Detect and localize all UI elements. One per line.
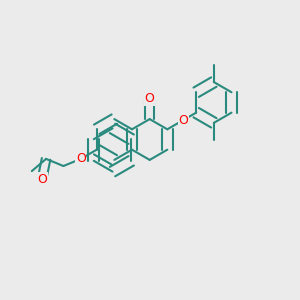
Text: O: O bbox=[37, 173, 47, 186]
Text: O: O bbox=[178, 114, 188, 127]
Text: O: O bbox=[76, 152, 86, 165]
Text: O: O bbox=[145, 92, 154, 105]
